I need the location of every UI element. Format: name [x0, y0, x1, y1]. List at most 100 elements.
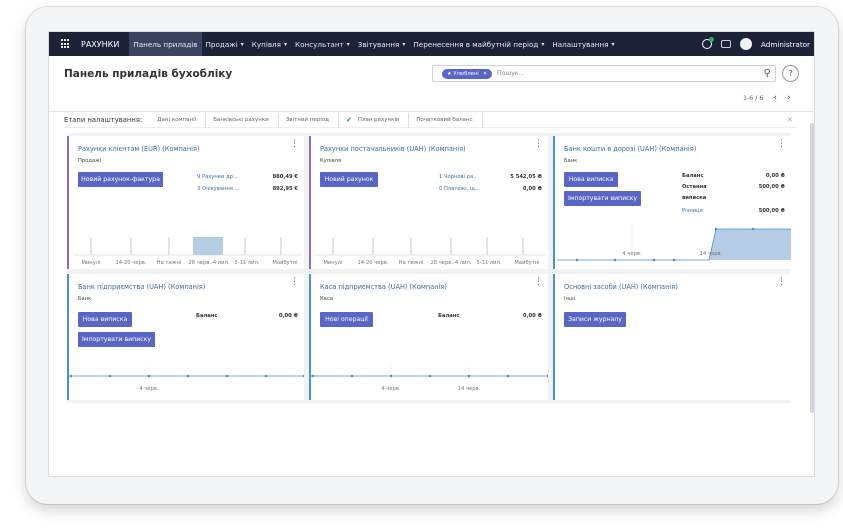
pager: 1-6 / 6 ‹ ›: [743, 93, 791, 103]
activity-clock-icon[interactable]: [702, 37, 714, 49]
onboarding-title: Етапи налаштування:: [64, 116, 143, 124]
bills-to-pay-link[interactable]: 0 Платежі, щ...: [439, 186, 480, 192]
menu-purchase[interactable]: Купівля ▾: [248, 32, 291, 56]
new-statement-button[interactable]: Нова виписка: [78, 312, 132, 327]
new-invoice-button[interactable]: Новий рахунок-фактура: [78, 172, 163, 187]
chart-point[interactable]: [467, 374, 471, 378]
kebab-menu-icon[interactable]: ⋮: [534, 277, 543, 287]
balance-label: Баланс: [196, 313, 218, 319]
x-tick-label: 14 черв.: [700, 251, 723, 257]
close-icon[interactable]: ✕: [787, 116, 793, 124]
journal-type: Каса: [320, 296, 333, 302]
journal-type: Інші: [564, 296, 576, 302]
menu-configuration[interactable]: Налаштування ▾: [548, 32, 618, 56]
x-tick-label: 4 черв.: [381, 386, 401, 392]
apps-grid-icon[interactable]: [61, 39, 71, 49]
bill-aging-bar-chart: Минулі 14-20 черв. На тижні 28 черв.-4 л…: [315, 237, 546, 266]
onboarding-step-chart-of-accounts[interactable]: ✔ План рахунків: [339, 112, 410, 128]
chart-point[interactable]: [751, 227, 755, 231]
journal-items-button[interactable]: Записи журналу: [564, 312, 626, 327]
journal-title[interactable]: Основні засоби (UAH) (Компанія): [564, 283, 678, 291]
chart-point[interactable]: [428, 374, 432, 378]
avatar[interactable]: [740, 38, 752, 50]
favorites-facet[interactable]: ★ Улюблені ✕: [442, 68, 493, 79]
onboarding-step-company[interactable]: Дані компанії: [150, 112, 207, 128]
journal-title[interactable]: Рахунки постачальників (UAH) (Компанія): [320, 145, 466, 153]
menu-year-closing[interactable]: Перенесення в майбутній період ▾: [409, 32, 548, 56]
search-input[interactable]: Пошук...: [497, 70, 525, 77]
menu-reporting[interactable]: Звітування ▾: [354, 32, 410, 56]
menu-sales[interactable]: Продажі ▾: [202, 32, 248, 56]
onboarding-step-fiscal-year[interactable]: Звітний період: [279, 112, 339, 128]
journal-card-bank: Банк підприємства (UAH) (Компанія) Банк …: [67, 274, 304, 400]
kebab-menu-icon[interactable]: ⋮: [290, 277, 299, 287]
kebab-menu-icon[interactable]: ⋮: [290, 139, 299, 149]
close-icon[interactable]: ✕: [482, 70, 488, 77]
chart-point[interactable]: [506, 374, 510, 378]
chart-point[interactable]: [186, 374, 190, 378]
chart-point[interactable]: [652, 258, 656, 262]
chart-grid: [315, 237, 546, 256]
app-brand[interactable]: РАХУНКИ: [81, 39, 120, 49]
invoice-aging-bar-chart: Минулі 14-20 черв. На тижні 28 черв.-4 л…: [73, 237, 302, 266]
pager-next-button[interactable]: ›: [787, 93, 791, 103]
kebab-menu-icon[interactable]: ⋮: [777, 139, 786, 149]
chart-point[interactable]: [108, 374, 112, 378]
chevron-down-icon: ▾: [402, 40, 406, 48]
onboarding-step-bank[interactable]: Банківські рахунки: [206, 112, 279, 128]
scrollbar[interactable]: [810, 123, 814, 413]
x-tick-label: 5-11 лип.: [234, 260, 260, 266]
chart-point[interactable]: [546, 374, 548, 378]
chart-point[interactable]: [302, 374, 304, 378]
chart-point[interactable]: [147, 374, 151, 378]
chevron-down-icon: ▾: [346, 40, 350, 48]
help-icon[interactable]: ?: [782, 65, 799, 82]
chart-point[interactable]: [264, 374, 268, 378]
menu-dashboard[interactable]: Панель приладів: [129, 32, 202, 56]
draft-invoices-link[interactable]: 9 Рахунки др...: [197, 174, 238, 180]
kebab-menu-icon[interactable]: ⋮: [534, 139, 543, 149]
balance-area[interactable]: [709, 229, 791, 260]
chart-bar[interactable]: [193, 237, 223, 255]
x-tick-label: 14 черв.: [458, 386, 481, 392]
journal-title[interactable]: Банк кошти в дорозі (UAH) (Компанія): [564, 145, 697, 153]
journal-title[interactable]: Банк підприємства (UAH) (Компанія): [78, 283, 206, 291]
difference-link[interactable]: Різниця: [682, 208, 703, 214]
chart-point[interactable]: [613, 258, 617, 262]
menu-consultant-label: Консультант: [295, 39, 344, 49]
journal-title[interactable]: Рахунки клієнтам (EUR) (Компанія): [78, 145, 200, 153]
chevron-down-icon: ▾: [611, 40, 615, 48]
pager-previous-button[interactable]: ‹: [773, 93, 778, 103]
search-bar[interactable]: ★ Улюблені ✕ Пошук... ⚲: [432, 65, 776, 82]
x-tick-label: Майбутні: [514, 259, 539, 266]
chart-point[interactable]: [575, 258, 579, 262]
user-menu[interactable]: Administrator: [761, 39, 810, 49]
new-transactions-button[interactable]: Нові операції: [320, 312, 373, 327]
draft-bills-link[interactable]: 1 Чорнові ра...: [439, 174, 479, 180]
x-tick-label: 28 черв.-4 лип.: [188, 260, 229, 266]
chart-point[interactable]: [714, 227, 718, 231]
chart-point[interactable]: [350, 374, 354, 378]
search-icon[interactable]: ⚲: [763, 68, 771, 79]
top-navbar: РАХУНКИ Панель приладів Продажі ▾ Купівля…: [49, 32, 814, 56]
step-label: Банківські рахунки: [213, 117, 269, 123]
chart-point[interactable]: [225, 374, 229, 378]
awaiting-payment-link[interactable]: 3 Очікування ...: [197, 186, 240, 192]
import-statement-button[interactable]: Імпортувати виписку: [78, 332, 155, 347]
import-statement-button[interactable]: Імпортувати виписку: [564, 191, 641, 206]
chart-point[interactable]: [389, 374, 393, 378]
journal-type: Банк: [564, 158, 578, 164]
chat-icon[interactable]: [721, 40, 731, 48]
menu-consultant[interactable]: Консультант ▾: [291, 32, 354, 56]
pager-value[interactable]: 1-6 / 6: [743, 94, 764, 102]
kebab-menu-icon[interactable]: ⋮: [777, 277, 786, 287]
chart-point[interactable]: [69, 374, 73, 378]
step-label: Звітний період: [285, 117, 329, 123]
journal-title[interactable]: Каса підприємства (UAH) (Компанія): [320, 283, 447, 291]
journal-dashboard: Рахунки клієнтам (EUR) (Компанія) Продаж…: [67, 133, 791, 403]
new-statement-button[interactable]: Нова виписка: [564, 172, 618, 187]
chart-point[interactable]: [311, 374, 315, 378]
chart-point[interactable]: [672, 258, 676, 262]
onboarding-step-opening-balance[interactable]: Початковий баланс: [409, 112, 483, 128]
new-bill-button[interactable]: Новий рахунок: [320, 172, 378, 187]
